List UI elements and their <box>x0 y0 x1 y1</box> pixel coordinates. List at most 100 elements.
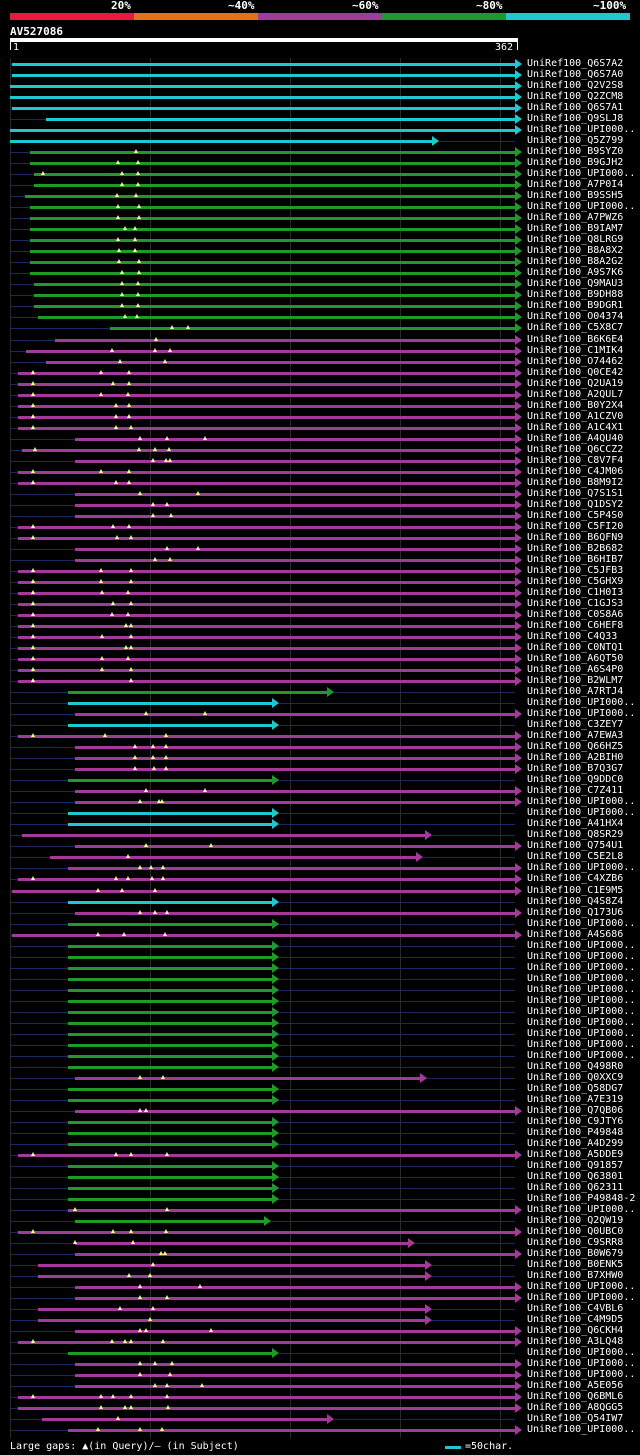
hit-name-link[interactable]: UniRef100_B9SSH5 <box>527 190 624 202</box>
hit-bar[interactable] <box>18 1396 515 1400</box>
hit-name-link[interactable]: UniRef100_C1H0I3 <box>527 586 624 598</box>
hit-row[interactable]: UniRef100_Q7QB06 <box>0 1104 640 1117</box>
hit-row[interactable]: UniRef100_Q6CCZ2 <box>0 443 640 456</box>
hit-name-link[interactable]: UniRef100_C4M9D5 <box>527 1314 624 1326</box>
hit-row[interactable]: UniRef100_P49848-2 <box>0 1193 640 1205</box>
hit-name-link[interactable]: UniRef100_A7EWA3 <box>527 730 624 742</box>
hit-row[interactable]: UniRef100_C3ZEY7 <box>0 719 640 731</box>
hit-row[interactable]: UniRef100_A7PWZ6 <box>0 212 640 224</box>
hit-name-link[interactable]: UniRef100_UPI000.. <box>527 862 636 874</box>
hit-row[interactable]: UniRef100_UPI000.. <box>0 124 640 136</box>
hit-name-link[interactable]: UniRef100_Q2QW19 <box>527 1215 624 1227</box>
hit-bar[interactable] <box>68 1043 272 1047</box>
hit-row[interactable]: UniRef100_O04374 <box>0 311 640 323</box>
hit-bar[interactable] <box>18 536 515 540</box>
hit-bar[interactable] <box>18 415 515 419</box>
hit-bar[interactable] <box>12 107 515 111</box>
hit-row[interactable]: UniRef100_Q2ZCM8 <box>0 91 640 103</box>
hit-name-link[interactable]: UniRef100_C6HEF8 <box>527 620 624 632</box>
hit-bar[interactable] <box>34 283 515 287</box>
hit-name-link[interactable]: UniRef100_B9DH88 <box>527 289 624 301</box>
hit-name-link[interactable]: UniRef100_UPI000.. <box>527 1281 636 1293</box>
hit-row[interactable]: UniRef100_C4Q33 <box>0 631 640 643</box>
hit-row[interactable]: UniRef100_C0NTQ1 <box>0 642 640 654</box>
hit-name-link[interactable]: UniRef100_Q6CCZ2 <box>527 443 624 455</box>
hit-row[interactable]: UniRef100_A7EWA3 <box>0 730 640 742</box>
hit-bar[interactable] <box>75 1109 515 1113</box>
hit-bar[interactable] <box>18 1407 515 1411</box>
hit-name-link[interactable]: UniRef100_UPI000.. <box>527 1204 636 1216</box>
hit-row[interactable]: UniRef100_UPI000.. <box>0 1424 640 1436</box>
hit-row[interactable]: UniRef100_Q6CKH4 <box>0 1325 640 1337</box>
hit-name-link[interactable]: UniRef100_Q9SLJ8 <box>527 113 624 125</box>
hit-bar[interactable] <box>68 691 327 695</box>
hit-bar[interactable] <box>68 1176 272 1180</box>
hit-name-link[interactable]: UniRef100_C9JTY6 <box>527 1115 624 1127</box>
hit-row[interactable]: UniRef100_C0S8A6 <box>0 609 640 621</box>
hit-row[interactable]: UniRef100_UPI000.. <box>0 1028 640 1040</box>
hit-name-link[interactable]: UniRef100_C4XZB6 <box>527 873 624 885</box>
hit-name-link[interactable]: UniRef100_B9IAM7 <box>527 223 624 235</box>
hit-name-link[interactable]: UniRef100_Q7QB06 <box>527 1104 624 1116</box>
hit-bar[interactable] <box>68 1087 272 1091</box>
hit-row[interactable]: UniRef100_Q7S1S1 <box>0 488 640 500</box>
hit-row[interactable]: UniRef100_UPI000.. <box>0 995 640 1007</box>
hit-name-link[interactable]: UniRef100_UPI000.. <box>527 807 636 819</box>
hit-bar[interactable] <box>68 1021 272 1025</box>
hit-name-link[interactable]: UniRef100_UPI000.. <box>527 1016 636 1028</box>
hit-name-link[interactable]: UniRef100_Q54IW7 <box>527 1413 624 1425</box>
hit-row[interactable]: UniRef100_C7Z411 <box>0 785 640 797</box>
hit-bar[interactable] <box>42 1418 327 1422</box>
hit-name-link[interactable]: UniRef100_UPI000.. <box>527 1347 636 1359</box>
hit-name-link[interactable]: UniRef100_A6QT50 <box>527 653 624 665</box>
hit-row[interactable]: UniRef100_Q0UBC0 <box>0 1226 640 1238</box>
hit-row[interactable]: UniRef100_Q2UA19 <box>0 378 640 390</box>
hit-row[interactable]: UniRef100_Q62311 <box>0 1182 640 1194</box>
hit-row[interactable]: UniRef100_B9GJH2 <box>0 157 640 169</box>
hit-row[interactable]: UniRef100_A41HX4 <box>0 818 640 830</box>
hit-name-link[interactable]: UniRef100_B2B682 <box>527 542 624 554</box>
hit-name-link[interactable]: UniRef100_UPI000.. <box>527 697 636 709</box>
hit-row[interactable]: UniRef100_UPI000.. <box>0 951 640 963</box>
hit-name-link[interactable]: UniRef100_Q91857 <box>527 1160 624 1171</box>
hit-name-link[interactable]: UniRef100_Q2V2S8 <box>527 80 624 92</box>
hit-name-link[interactable]: UniRef100_B0W679 <box>527 1248 624 1260</box>
hit-row[interactable]: UniRef100_Q8LRG9 <box>0 234 640 246</box>
hit-name-link[interactable]: UniRef100_C7Z411 <box>527 785 624 797</box>
hit-bar[interactable] <box>68 1054 272 1058</box>
hit-name-link[interactable]: UniRef100_B0Y2X4 <box>527 399 624 411</box>
hit-row[interactable]: UniRef100_B9SYZ0 <box>0 146 640 158</box>
hit-name-link[interactable]: UniRef100_UPI000.. <box>527 972 636 984</box>
hit-name-link[interactable]: UniRef100_Q6S7A1 <box>527 102 624 114</box>
hit-row[interactable]: UniRef100_A9S7K6 <box>0 267 640 279</box>
hit-row[interactable]: UniRef100_Q6S7A0 <box>0 69 640 81</box>
hit-name-link[interactable]: UniRef100_UPI000.. <box>527 1005 636 1017</box>
hit-row[interactable]: UniRef100_UPI000.. <box>0 983 640 996</box>
hit-row[interactable]: UniRef100_O74462 <box>0 356 640 368</box>
hit-row[interactable]: UniRef100_Q2QW19 <box>0 1215 640 1227</box>
hit-row[interactable]: UniRef100_Q58DG7 <box>0 1082 640 1095</box>
hit-name-link[interactable]: UniRef100_B8A8X2 <box>527 245 624 257</box>
hit-bar[interactable] <box>110 327 515 331</box>
hit-bar[interactable] <box>18 371 515 375</box>
hit-row[interactable]: UniRef100_Q1DSY2 <box>0 498 640 511</box>
hit-bar[interactable] <box>18 404 515 408</box>
hit-bar[interactable] <box>75 1297 515 1301</box>
hit-name-link[interactable]: UniRef100_A4D299 <box>527 1137 624 1149</box>
hit-bar[interactable] <box>18 481 515 485</box>
hit-name-link[interactable]: UniRef100_UPI000.. <box>527 983 636 995</box>
hit-bar[interactable] <box>75 746 515 750</box>
hit-row[interactable]: UniRef100_C6HEF8 <box>0 620 640 632</box>
hit-bar[interactable] <box>10 85 515 89</box>
hit-bar[interactable] <box>68 1165 272 1168</box>
hit-name-link[interactable]: UniRef100_Q58DG7 <box>527 1082 624 1094</box>
hit-name-link[interactable]: UniRef100_Q1DSY2 <box>527 498 624 510</box>
hit-bar[interactable] <box>38 1308 425 1312</box>
hit-bar[interactable] <box>10 129 515 133</box>
hit-row[interactable]: UniRef100_C5JFB3 <box>0 565 640 577</box>
hit-row[interactable]: UniRef100_B0W679 <box>0 1248 640 1260</box>
hit-row[interactable]: UniRef100_C9JTY6 <box>0 1115 640 1128</box>
hit-bar[interactable] <box>18 525 515 529</box>
hit-bar[interactable] <box>30 272 515 276</box>
hit-name-link[interactable]: UniRef100_Q6S7A2 <box>527 58 624 69</box>
